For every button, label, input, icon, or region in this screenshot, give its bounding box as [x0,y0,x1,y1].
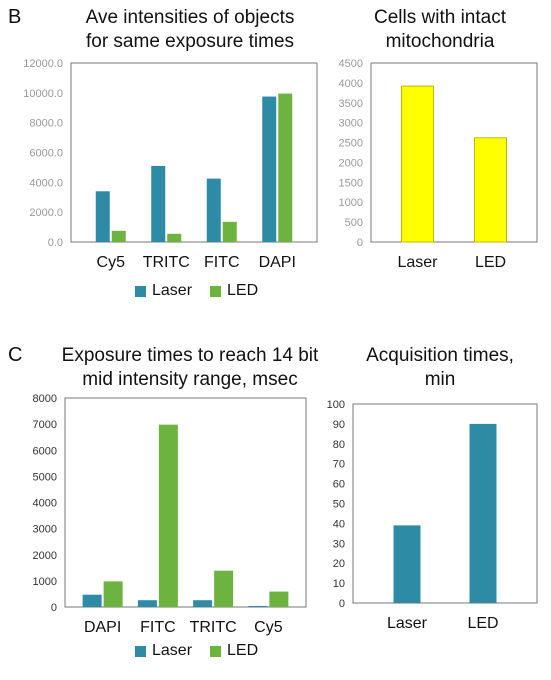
legend-swatch-led [210,285,222,297]
y-tick-label: 3000 [33,524,57,536]
category-label: Laser [397,254,438,271]
y-tick-label: 2000 [33,550,57,562]
legend-swatch-led-c [210,645,222,657]
y-tick-label: 4000 [339,78,363,90]
legend-b: Laser LED [135,282,258,300]
y-tick-label: 7000 [33,419,57,431]
y-tick-label: 4000.0 [29,177,63,189]
category-label: Laser [387,615,428,632]
y-tick-label: 500 [345,217,363,229]
y-tick-label: 90 [333,419,345,431]
category-label: LED [467,615,498,632]
y-tick-label: 50 [333,499,345,511]
chart-title-c-left: Exposure times to reach 14 bit mid inten… [61,345,319,390]
legend-c: Laser LED [135,642,258,660]
category-label: TRITC [143,254,190,271]
y-tick-label: 6000 [33,445,57,457]
y-tick-label: 5000 [33,471,57,483]
bar [278,93,293,243]
y-tick-label: 40 [333,518,345,530]
bar [222,221,237,242]
legend-label-laser: Laser [152,282,193,299]
y-tick-label: 10 [333,578,345,590]
category-label: DAPI [84,619,121,636]
category-label: TRITC [190,619,237,636]
bar [474,137,507,243]
y-tick-label: 8000.0 [29,118,63,130]
y-tick-label: 2500 [339,138,363,150]
panel-letter-b: B [8,6,22,28]
chart-title-c-right: Acquisition times, min [366,345,514,390]
legend-swatch-laser [135,285,146,297]
y-tick-label: 30 [333,538,345,550]
category-label: DAPI [259,254,296,271]
plot-frame [370,62,538,243]
bar [137,600,157,607]
legend-swatch-laser-c [135,645,146,657]
bar [158,424,178,607]
legend-label-led: LED [227,282,259,299]
category-label: FITC [140,619,176,636]
y-tick-label: 4500 [339,58,363,70]
bar [206,178,221,242]
y-tick-label: 4000 [33,498,57,510]
bar [262,96,277,242]
chart-title-b-right: Cells with intact mitochondria [374,7,506,52]
y-tick-label: 12000.0 [23,58,63,70]
bar [82,594,102,607]
bar [167,233,182,242]
bar [214,570,234,607]
y-tick-label: 2000 [339,157,363,169]
bar [393,525,421,603]
panel-letter-c: C [8,344,23,366]
bar [401,85,434,243]
y-tick-label: 100 [327,399,345,411]
y-tick-label: 70 [333,459,345,471]
plot-frame [64,397,307,608]
y-tick-label: 1000 [33,576,57,588]
y-tick-label: 0 [357,237,363,249]
y-tick-label: 80 [333,439,345,451]
category-label: LED [475,254,506,271]
bar [151,165,166,242]
bar [111,230,126,242]
bar [269,591,289,607]
bar [95,191,110,242]
y-tick-label: 8000 [33,393,57,405]
bar [193,600,213,607]
y-tick-label: 60 [333,479,345,491]
y-tick-label: 20 [333,558,345,570]
y-tick-label: 0 [51,602,57,614]
y-tick-label: 2000.0 [29,207,63,219]
bar [103,581,123,607]
y-tick-label: 3000 [339,118,363,130]
legend-label-led-c: LED [227,642,259,659]
category-label: Cy5 [97,254,126,271]
category-label: FITC [204,254,240,271]
y-tick-label: 3500 [339,98,363,110]
bar [469,423,497,603]
category-label: Cy5 [254,619,283,636]
y-tick-label: 1000 [339,197,363,209]
y-tick-label: 1500 [339,177,363,189]
y-tick-label: 0.0 [48,237,63,249]
chart-title-b-left: Ave intensities of objects for same expo… [85,7,295,52]
plot-frame [352,403,538,604]
y-tick-label: 6000.0 [29,148,63,160]
bar [248,605,268,607]
legend-label-laser-c: Laser [152,642,193,659]
y-tick-label: 10000.0 [23,88,63,100]
y-tick-label: 0 [339,598,345,610]
plot-frame [70,62,318,243]
